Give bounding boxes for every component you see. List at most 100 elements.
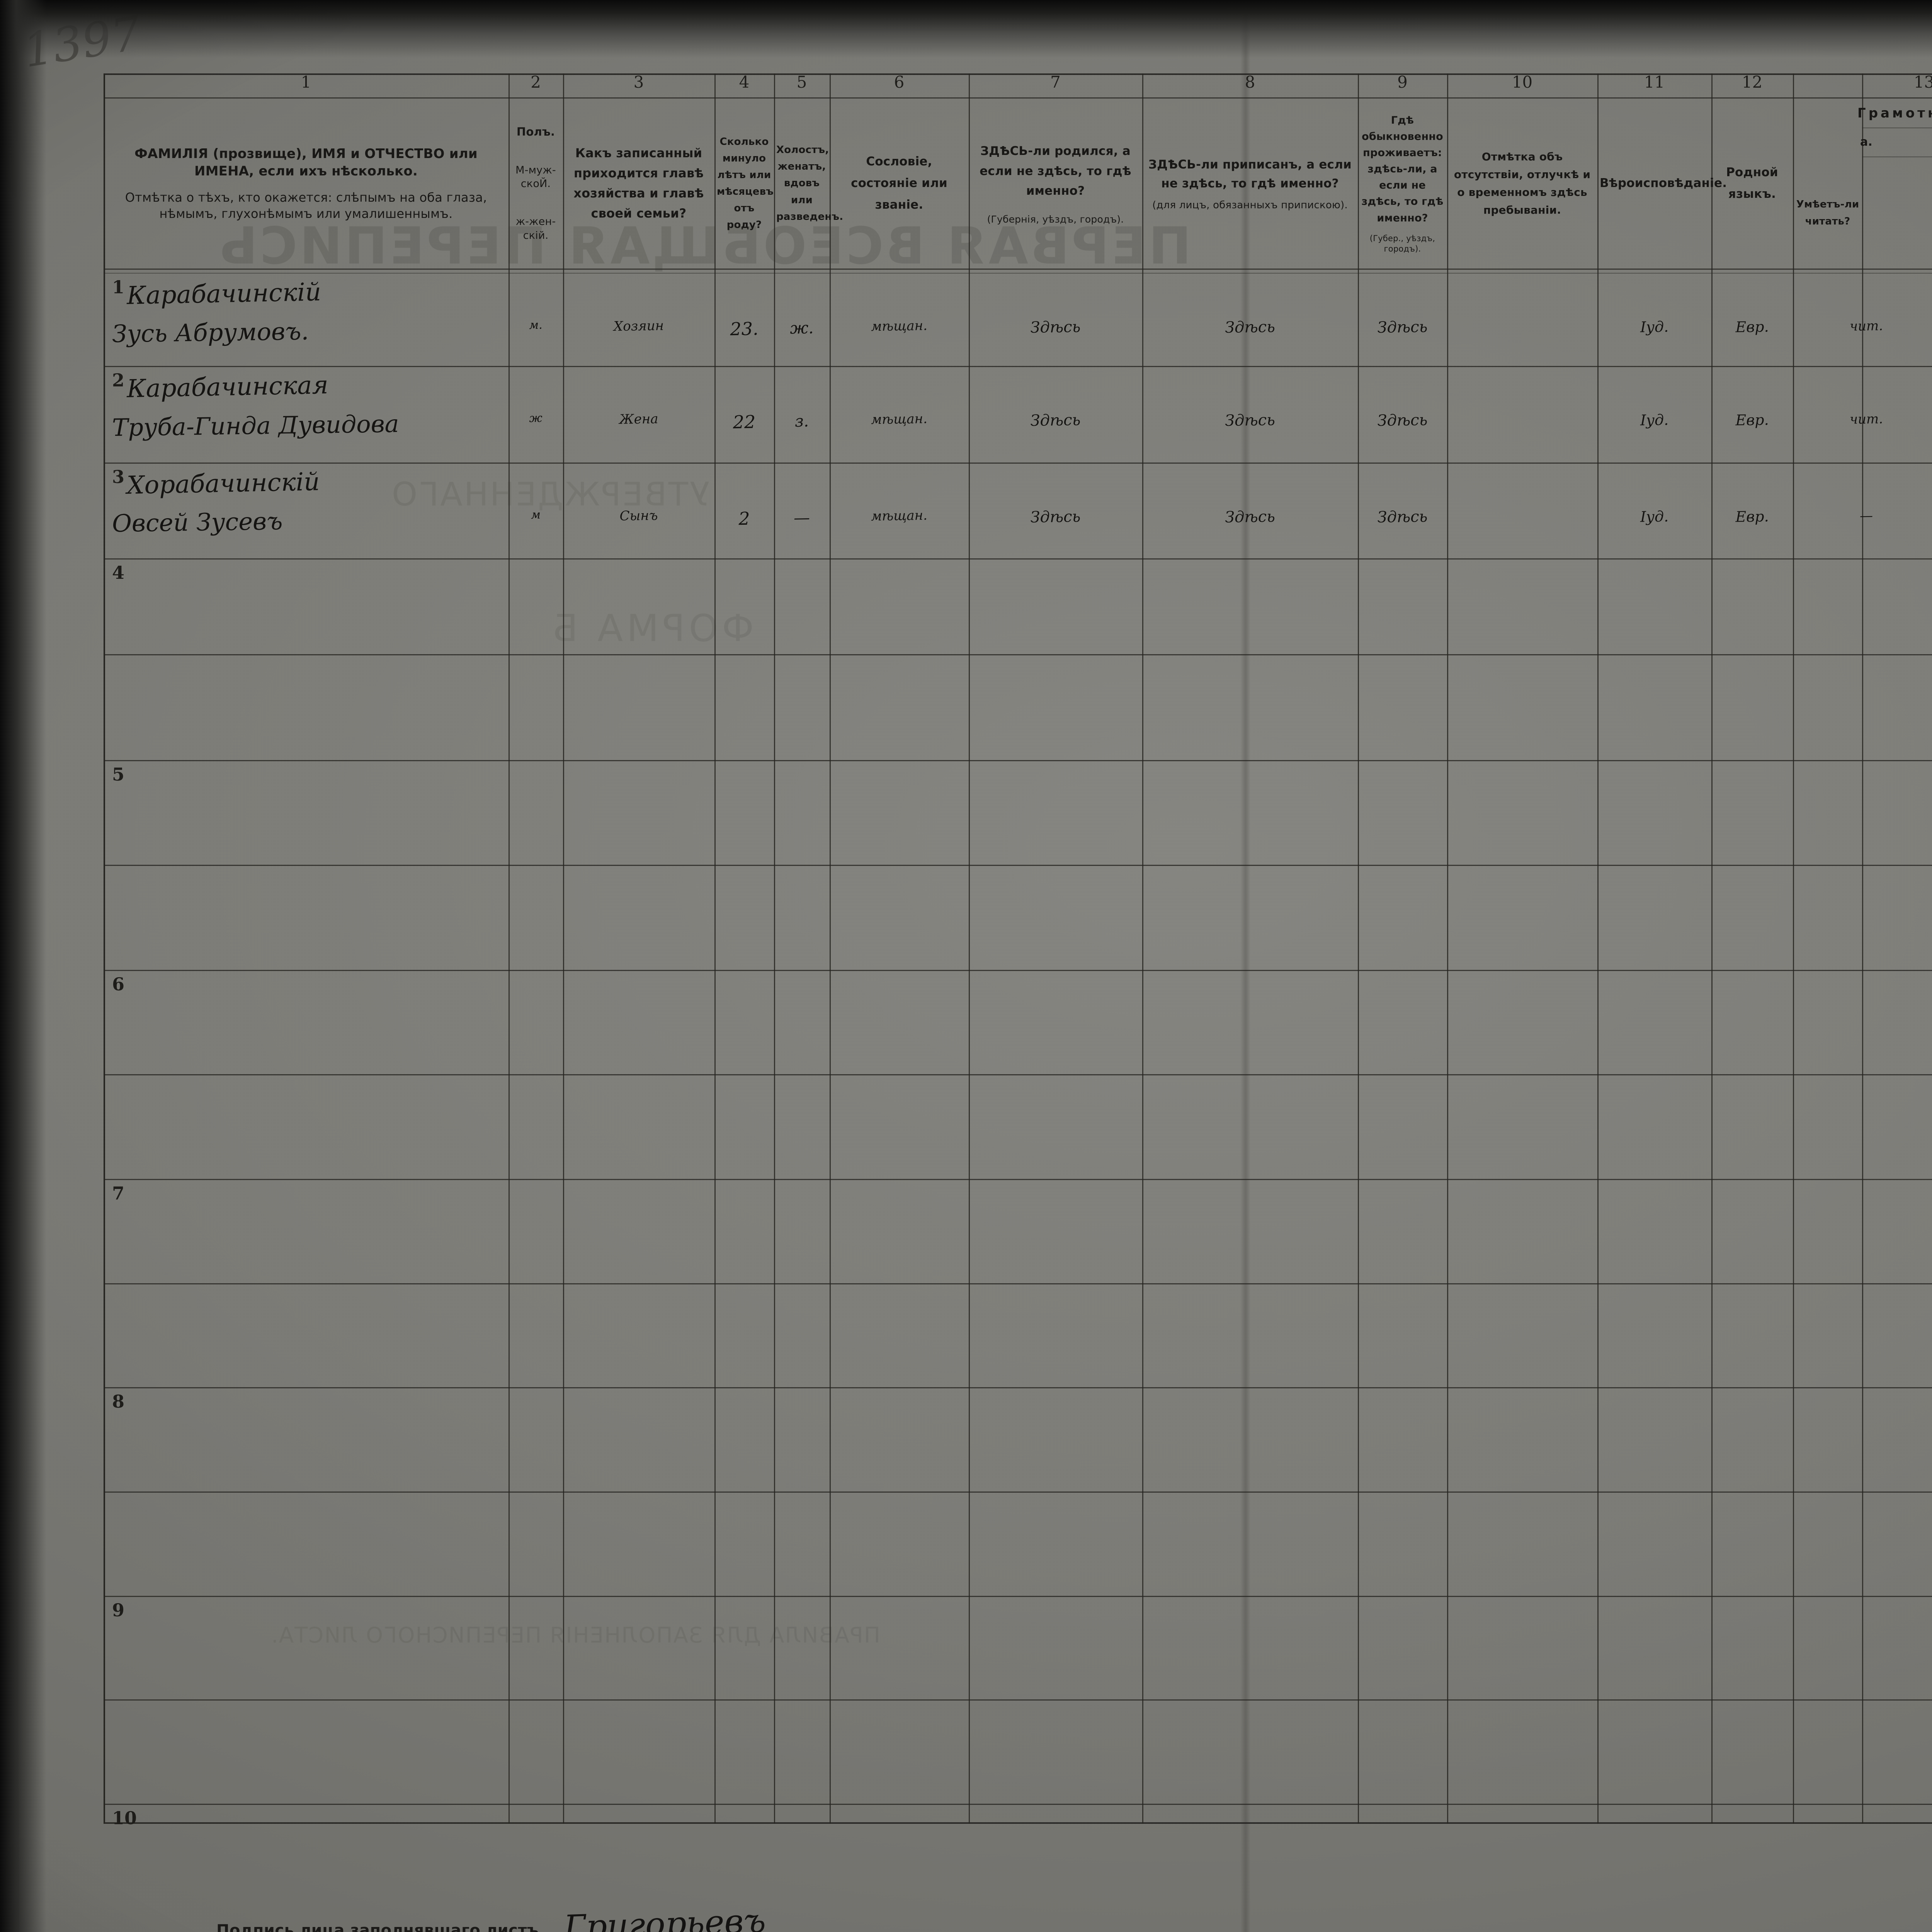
cell-name-line2: Зусь Абрумовъ.	[112, 317, 309, 348]
cell-c6-estate: мѣщан.	[871, 411, 928, 428]
header-col-13-group-title: Грамотность.	[1857, 105, 1932, 121]
row-rule	[104, 654, 1932, 655]
header-col-12-title: Родной языкъ.	[1726, 165, 1778, 201]
header-col-11: Вѣроисповѣданіе.	[1597, 99, 1727, 268]
row-rule	[104, 1699, 1932, 1701]
cell-c11-religion: Іуд.	[1640, 318, 1669, 336]
row-number: 1	[112, 277, 125, 298]
cell-c5-marital: —	[793, 508, 810, 527]
header-rule	[104, 97, 1932, 99]
cell-c3-relation: Хозяин	[613, 318, 664, 335]
census-table: 1 2 3 4 5 6 7 8 9 10 11 12 13 14 ФАМИЛІЯ…	[104, 73, 1932, 1828]
column-number-8: 8	[1245, 73, 1255, 92]
cell-c2-sex: ж	[529, 411, 543, 425]
column-rule	[509, 73, 510, 1824]
cell-c4-age: 2	[738, 508, 750, 529]
row-rule	[104, 1387, 1932, 1388]
header-col-8: ЗДѢСЬ-ли приписанъ, а если не здѣсь, то …	[1142, 99, 1358, 268]
cell-c2-sex: м.	[529, 318, 543, 332]
header-col-6: Сословіе, состояніе или званіе.	[830, 99, 969, 268]
subheader-rule	[1862, 156, 1932, 157]
header-col-4-title: Сколько минуло лѣтъ или мѣсяцевъ отъ род…	[717, 136, 774, 231]
cell-c9-residence: Здѣсь	[1377, 411, 1428, 430]
cell-c8-registration: Здѣсь	[1225, 507, 1276, 527]
cell-c13a-literacy-reads: чит.	[1849, 318, 1883, 334]
column-rule	[1793, 73, 1794, 1824]
header-col-13-group: Грамотность.	[1793, 99, 1932, 128]
signature-value[interactable]: Григорьевъ	[563, 1901, 767, 1932]
header-col-1: ФАМИЛІЯ (прозвище), ИМЯ и ОТЧЕСТВО или И…	[104, 99, 509, 268]
cell-c7-birthplace: Здѣсь	[1030, 507, 1081, 527]
row-rule	[104, 366, 1932, 367]
row-number: 5	[112, 764, 125, 785]
signature-line: Подпись лица заполнявшаго листъ Григорье…	[216, 1901, 766, 1932]
header-col-12: Родной языкъ.	[1711, 99, 1793, 268]
column-number-9: 9	[1397, 73, 1408, 92]
header-col-9: Гдѣ обыкновенно проживаетъ: здѣсь-ли, а …	[1358, 99, 1447, 268]
cell-c8-registration: Здѣсь	[1225, 411, 1276, 430]
cell-name-line2: Труба-Гинда Дувидова	[112, 409, 400, 442]
header-col-2: Полъ. М-муж-скоЙ. ж-жен-скій.	[509, 99, 563, 268]
header-col-1-title: ФАМИЛІЯ (прозвище), ИМЯ и ОТЧЕСТВО или И…	[134, 146, 478, 179]
row-rule	[104, 1492, 1932, 1493]
column-number-11: 11	[1644, 73, 1665, 92]
column-number-13: 13	[1913, 73, 1932, 92]
cell-c12-language: Евр.	[1735, 411, 1769, 429]
row-number: 2	[112, 370, 125, 391]
header-col-10-title: Отмѣтка объ отсутствіи, отлучкѣ и о врем…	[1454, 150, 1591, 216]
cell-name-line2: Овсей Зусевъ	[112, 507, 283, 538]
cell-c3-relation: Жена	[619, 411, 658, 427]
header-col-11-title: Вѣроисповѣданіе.	[1600, 176, 1727, 190]
header-col-4: Сколько минуло лѣтъ или мѣсяцевъ отъ род…	[714, 99, 774, 268]
header-col-13a: Умѣетъ-ли читать?	[1793, 158, 1862, 268]
cell-c12-language: Евр.	[1735, 508, 1769, 526]
header-body-rule	[104, 269, 1932, 270]
header-col-9-subtitle: (Губер., уѣздъ, городъ).	[1369, 233, 1435, 254]
column-number-3: 3	[633, 73, 644, 92]
column-number-7: 7	[1050, 73, 1061, 92]
header-col-7: ЗДѢСЬ-ли родился, а если не здѣсь, то гд…	[969, 99, 1142, 268]
header-col-2-male: М-муж-скоЙ.	[515, 164, 556, 190]
cell-c4-age: 23.	[730, 318, 759, 340]
cell-c13a-literacy-reads: чит.	[1849, 411, 1883, 427]
column-number-10: 10	[1512, 73, 1533, 92]
header-col-6-title: Сословіе, состояніе или званіе.	[851, 155, 947, 212]
cell-c7-birthplace: Здѣсь	[1030, 411, 1081, 430]
cell-c9-residence: Здѣсь	[1377, 318, 1428, 337]
cell-c13a-literacy-reads: —	[1859, 508, 1873, 524]
row-rule	[104, 1074, 1932, 1075]
column-number-6: 6	[894, 73, 905, 92]
signature-label: Подпись лица заполнявшаго листъ	[216, 1922, 539, 1932]
header-col-2-female: ж-жен-скій.	[515, 216, 556, 242]
column-number-4: 4	[739, 73, 750, 92]
row-number: 3	[112, 466, 125, 487]
row-number: 8	[112, 1391, 125, 1412]
header-col-3-title: Какъ записанный приходится главѣ хозяйст…	[573, 146, 704, 221]
row-rule	[104, 970, 1932, 971]
column-number-2: 2	[531, 73, 541, 92]
column-rule	[1862, 73, 1863, 1824]
header-col-13a-letter-text: а.	[1860, 135, 1873, 149]
header-col-8-title: ЗДѢСЬ-ли приписанъ, а если не здѣсь, то …	[1148, 157, 1352, 190]
header-col-8-subtitle: (для лицъ, обязанныхъ припискою).	[1152, 199, 1348, 211]
cell-c2-sex: м	[531, 508, 541, 522]
header-col-9-title: Гдѣ обыкновенно проживаетъ: здѣсь-ли, а …	[1361, 114, 1444, 224]
column-rule	[104, 73, 105, 1824]
row-rule	[104, 760, 1932, 761]
column-rule	[830, 73, 831, 1824]
header-col-1-subtitle: Отмѣтка о тѣхъ, кто окажется: слѣпымъ на…	[125, 190, 487, 221]
cell-name-line1: Карабачинская	[126, 371, 329, 404]
header-col-3: Какъ записанный приходится главѣ хозяйст…	[563, 99, 714, 268]
header-body-rule-2	[104, 273, 1932, 274]
column-number-1: 1	[301, 73, 311, 92]
row-number: 7	[112, 1183, 125, 1204]
row-number: 9	[112, 1600, 125, 1621]
cell-c11-religion: Іуд.	[1640, 508, 1669, 526]
cell-c5-marital: ж.	[790, 318, 814, 338]
cell-c3-relation: Сынъ	[619, 508, 658, 524]
cell-name-line1: Карабачинскій	[126, 278, 321, 310]
row-rule	[104, 1596, 1932, 1597]
cell-name-line1: Хорабачинскій	[126, 468, 320, 500]
header-col-7-title: ЗДѢСЬ-ли родился, а если не здѣсь, то гд…	[980, 144, 1131, 198]
